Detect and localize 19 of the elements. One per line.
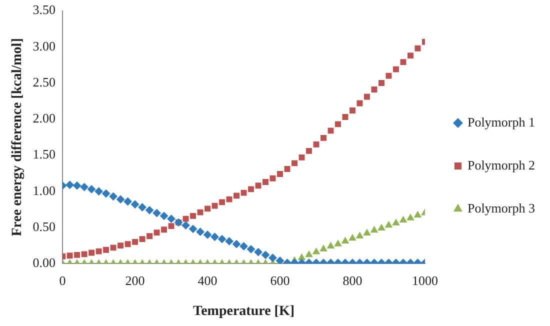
y-tick-label: 1.00 [32, 182, 56, 198]
y-tick-label: 2.00 [32, 110, 56, 126]
x-tick-label: 0 [59, 272, 66, 288]
y-tick-label: 2.50 [32, 74, 56, 90]
x-tick-label: 1000 [412, 272, 438, 288]
legend-label: Polymorph 3 [467, 200, 536, 216]
y-tick-label: 3.50 [32, 2, 56, 18]
x-tick-label: 400 [198, 272, 218, 288]
y-tick-label: 3.00 [32, 38, 56, 54]
x-axis-title: Temperature [K] [193, 304, 294, 320]
y-tick-label: 1.50 [32, 146, 56, 162]
legend-label: Polymorph 1 [467, 114, 536, 130]
y-tick-label: 0.00 [32, 255, 56, 270]
y-axis-title: Free energy difference [kcal/mol] [10, 38, 26, 236]
x-tick-label: 200 [125, 272, 145, 288]
y-tick-label: 0.50 [32, 218, 56, 234]
legend-label: Polymorph 2 [467, 157, 536, 172]
x-tick-label: 800 [342, 272, 362, 288]
x-tick-label: 600 [270, 272, 290, 288]
